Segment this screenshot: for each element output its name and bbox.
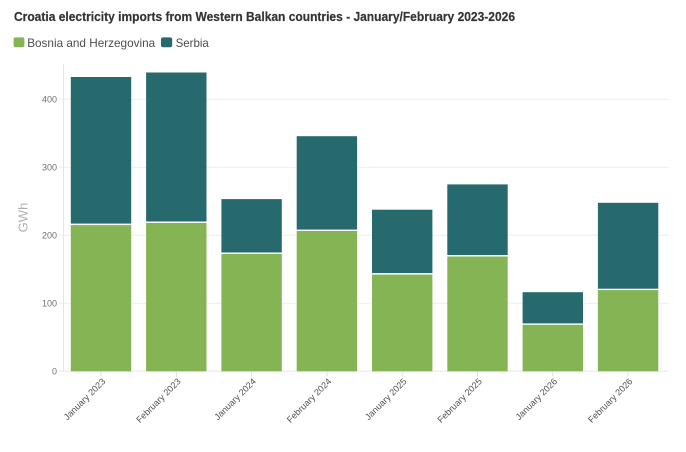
svg-text:200: 200 (42, 230, 57, 240)
svg-text:GWh: GWh (16, 203, 31, 233)
svg-text:0: 0 (52, 366, 57, 376)
svg-text:100: 100 (42, 298, 57, 308)
svg-text:Bosnia and Herzegovina: Bosnia and Herzegovina (27, 36, 155, 50)
svg-text:400: 400 (42, 94, 57, 104)
svg-text:Croatia electricity imports fr: Croatia electricity imports from Western… (14, 9, 515, 24)
svg-text:Serbia: Serbia (176, 36, 210, 50)
svg-text:300: 300 (42, 162, 57, 172)
